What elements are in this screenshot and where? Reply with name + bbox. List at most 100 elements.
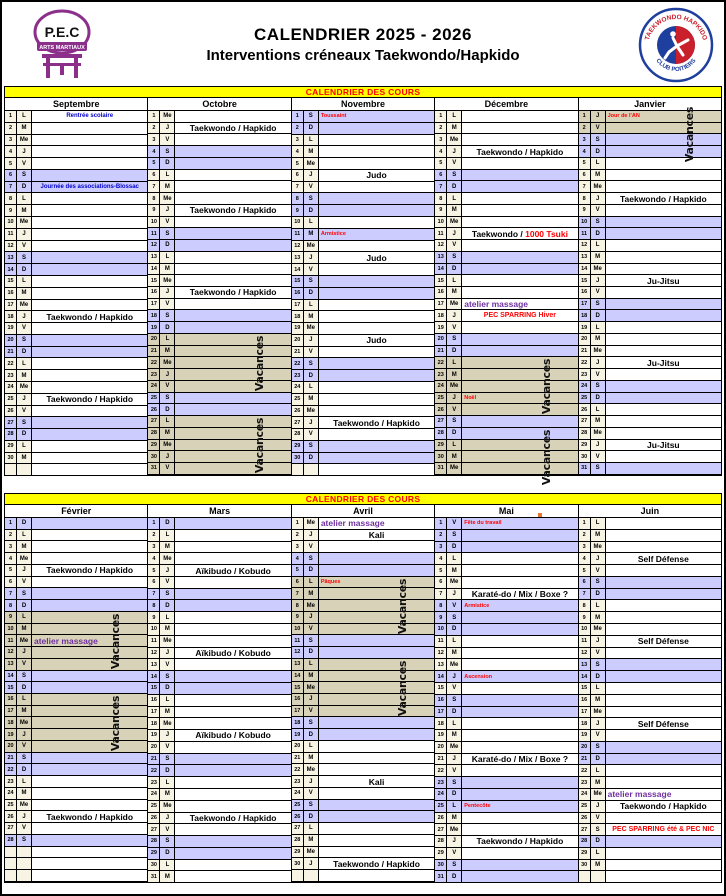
day-event-cell[interactable] [175,847,291,859]
day-event-cell[interactable]: Kali [318,776,435,787]
day-event-cell[interactable]: Taekwondo / Hapkido [32,393,148,405]
day-event-cell[interactable] [318,811,435,823]
day-event-cell[interactable] [605,730,722,741]
day-event-cell[interactable] [318,682,435,694]
day-event-cell[interactable] [32,417,148,429]
day-event-cell[interactable] [32,694,148,705]
day-event-cell[interactable]: atelier massage [32,635,148,647]
day-event-cell[interactable] [175,600,291,612]
day-event-cell[interactable] [32,452,148,464]
day-event-cell[interactable]: atelier massage [605,788,722,800]
day-event-cell[interactable]: Judo [318,252,435,264]
day-event-cell[interactable] [175,836,291,847]
day-event-cell[interactable] [462,718,578,730]
day-event-cell[interactable]: Taekwondo / Hapkido [175,204,291,216]
day-event-cell[interactable] [462,380,578,392]
day-event-cell[interactable]: Rentrée scolaire [32,111,148,122]
day-event-cell[interactable] [32,287,148,299]
day-event-cell[interactable] [175,380,291,392]
day-event-cell[interactable]: atelier massage [318,518,435,529]
day-event-cell[interactable] [605,240,722,251]
day-event-cell[interactable] [318,311,435,323]
day-event-cell[interactable] [318,134,435,146]
day-event-cell[interactable] [32,134,148,146]
day-event-cell[interactable] [32,799,148,811]
day-event-cell[interactable] [462,404,578,416]
day-event-cell[interactable]: Taekwondo / Hapkido [462,146,578,157]
day-event-cell[interactable] [175,157,291,169]
day-event-cell[interactable] [175,439,291,451]
day-event-cell[interactable] [605,647,722,659]
day-event-cell[interactable] [462,193,578,204]
day-event-cell[interactable] [32,764,148,776]
day-event-cell[interactable]: Taekwondo / Hapkido [318,417,435,429]
day-event-cell[interactable] [318,264,435,275]
day-event-cell[interactable] [318,635,435,647]
day-event-cell[interactable]: Taekwondo / Hapkido [175,287,291,298]
day-event-cell[interactable]: Taekwondo / Hapkido [318,858,435,870]
day-event-cell[interactable] [605,576,722,588]
day-event-cell[interactable] [605,122,722,134]
day-event-cell[interactable] [462,216,578,228]
day-event-cell[interactable] [318,623,435,635]
day-event-cell[interactable] [32,275,148,287]
day-event-cell[interactable] [462,812,578,824]
day-event-cell[interactable] [462,416,578,427]
day-event-cell[interactable] [175,228,291,240]
day-event-cell[interactable] [605,847,722,859]
day-event-cell[interactable]: PEC SPARRING été & PEC NIC [605,824,722,836]
day-event-cell[interactable] [605,157,722,169]
day-event-cell[interactable] [175,659,291,671]
day-event-cell[interactable] [32,146,148,158]
day-event-cell[interactable] [318,658,435,670]
day-event-cell[interactable] [175,765,291,777]
day-event-cell[interactable] [605,777,722,788]
day-event-cell[interactable] [318,717,435,729]
day-event-cell[interactable] [32,193,148,205]
day-event-cell[interactable] [175,451,291,463]
day-event-cell[interactable] [605,565,722,576]
day-event-cell[interactable] [605,741,722,753]
day-event-cell[interactable] [175,181,291,193]
day-event-cell[interactable] [462,451,578,463]
day-event-cell[interactable] [605,451,722,463]
day-event-cell[interactable] [318,787,435,799]
day-event-cell[interactable] [462,553,578,565]
day-event-cell[interactable]: Pentecôte [462,800,578,812]
day-event-cell[interactable] [32,776,148,787]
day-event-cell[interactable] [318,729,435,740]
day-event-cell[interactable] [605,404,722,416]
day-event-cell[interactable] [32,518,148,529]
day-event-cell[interactable] [32,705,148,717]
day-event-cell[interactable]: Karaté-do / Mix / Boxe ? [462,588,578,600]
day-event-cell[interactable] [32,370,148,381]
day-event-cell[interactable] [318,647,435,658]
day-event-cell[interactable] [605,134,722,146]
day-event-cell[interactable] [318,740,435,752]
day-event-cell[interactable]: Taekwondo / Hapkido [32,311,148,323]
day-event-cell[interactable] [175,706,291,718]
day-event-cell[interactable] [32,717,148,729]
day-event-cell[interactable] [462,635,578,647]
day-event-cell[interactable] [605,765,722,777]
day-event-cell[interactable] [462,134,578,146]
day-event-cell[interactable] [175,392,291,404]
day-event-cell[interactable] [462,333,578,345]
day-event-cell[interactable] [318,358,435,370]
day-event-cell[interactable] [605,682,722,694]
day-event-cell[interactable]: Taekwondo / Hapkido [32,564,148,576]
day-event-cell[interactable] [462,788,578,800]
day-event-cell[interactable] [605,812,722,824]
day-event-cell[interactable] [175,741,291,753]
day-event-cell[interactable] [318,393,435,405]
day-event-cell[interactable] [318,275,435,287]
day-event-cell[interactable] [462,369,578,380]
day-event-cell[interactable] [32,682,148,694]
day-event-cell[interactable] [605,310,722,322]
day-event-cell[interactable] [175,671,291,682]
day-event-cell[interactable] [318,553,435,564]
day-event-cell[interactable] [605,345,722,357]
day-event-cell[interactable] [318,346,435,358]
day-event-cell[interactable] [605,518,722,529]
day-event-cell[interactable] [605,298,722,310]
